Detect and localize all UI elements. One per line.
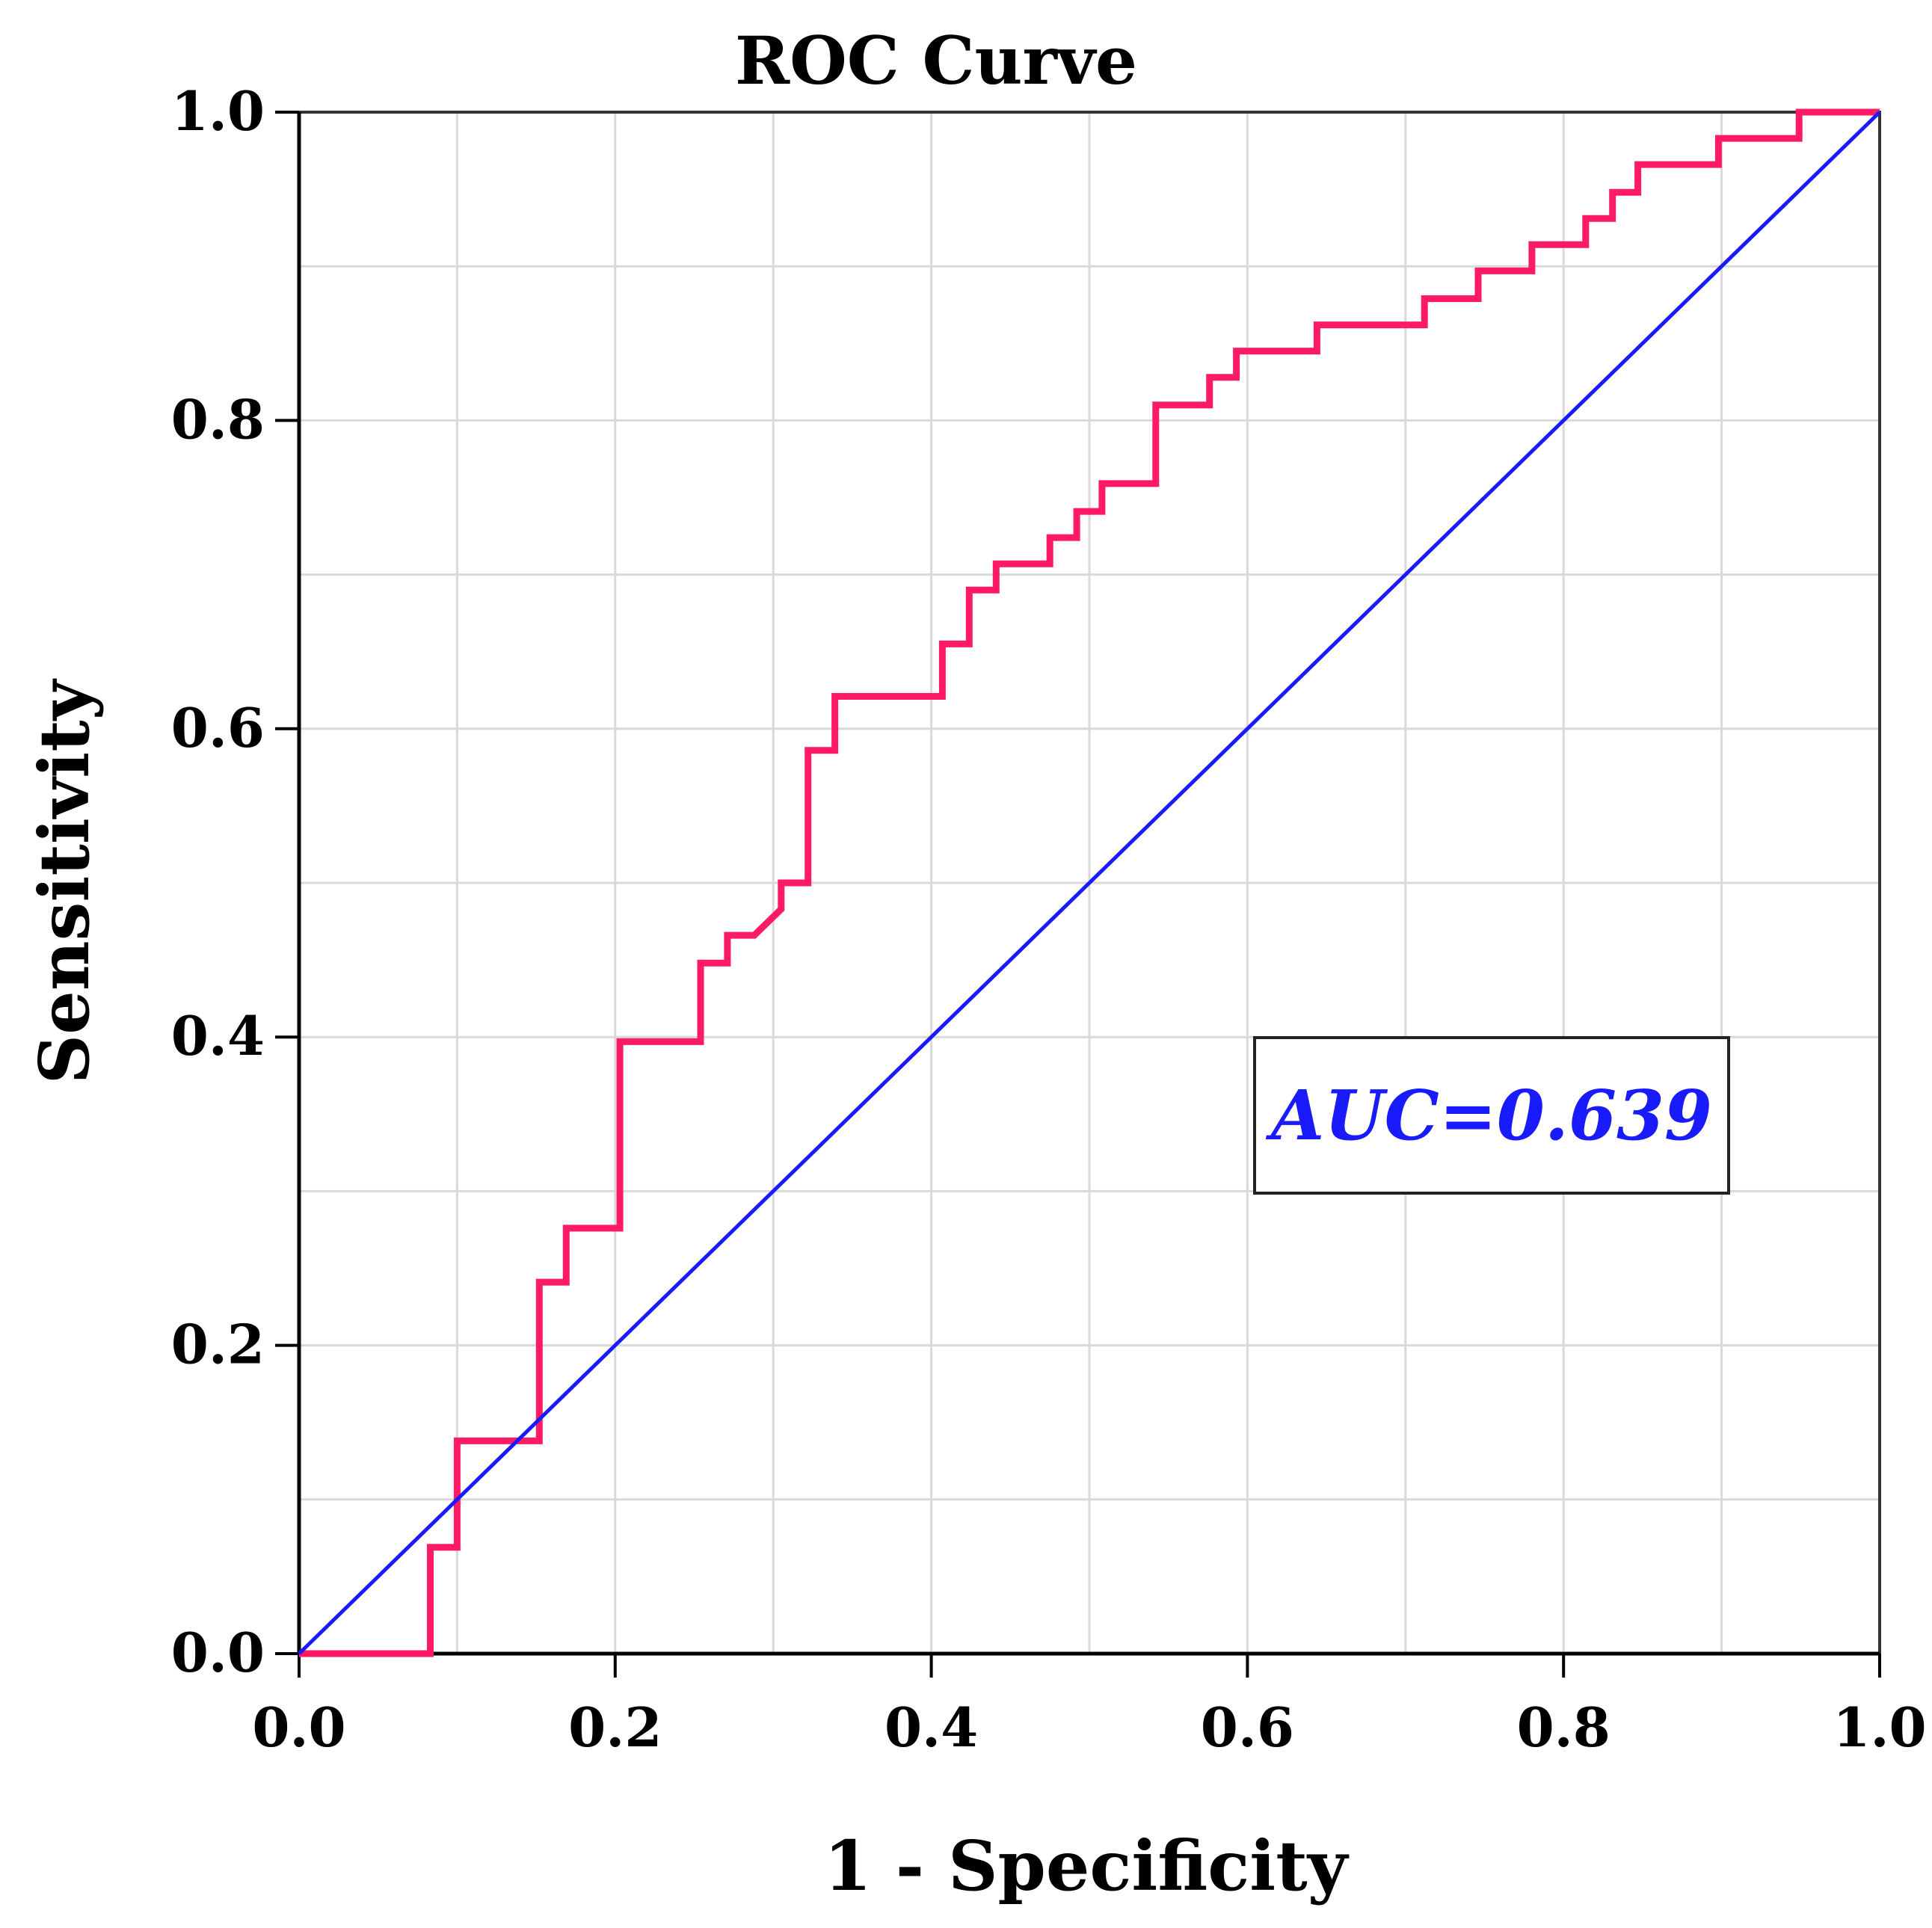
x-tick-label: 0.2 xyxy=(568,1696,662,1759)
x-tick-label: 0.8 xyxy=(1517,1696,1610,1759)
x-tick-label: 0.6 xyxy=(1201,1696,1294,1759)
y-tick-label: 0.8 xyxy=(171,387,265,451)
x-tick-label: 0.4 xyxy=(885,1696,978,1759)
x-tick-label: 0.0 xyxy=(252,1696,345,1759)
y-tick-label: 0.0 xyxy=(171,1621,265,1684)
x-axis-title: 1 - Specificity xyxy=(824,1826,1350,1906)
y-tick-label: 0.2 xyxy=(171,1313,265,1376)
reference-diagonal-line xyxy=(298,111,1881,1655)
x-tick-label: 1.0 xyxy=(1833,1696,1926,1759)
y-tick-label: 0.4 xyxy=(171,1004,265,1068)
auc-annotation: AUC=0.639 xyxy=(1253,1036,1730,1195)
series-layer xyxy=(298,108,1881,1657)
y-tick-label: 0.6 xyxy=(171,696,265,760)
ticks: 0.0 0.2 0.4 0.6 0.8 1.0 0.0 0.2 0.4 0.6 0.8 1.0 xyxy=(171,79,1927,1759)
axes xyxy=(297,111,1881,1656)
auc-label: AUC=0.639 xyxy=(1265,1075,1712,1156)
y-axis-title: Sensitivity xyxy=(24,678,105,1084)
chart-title: ROC Curve xyxy=(735,22,1137,99)
y-tick-label: 1.0 xyxy=(171,79,265,143)
auc-box-frame xyxy=(1253,1036,1730,1195)
roc-curve-line xyxy=(299,108,1880,1657)
